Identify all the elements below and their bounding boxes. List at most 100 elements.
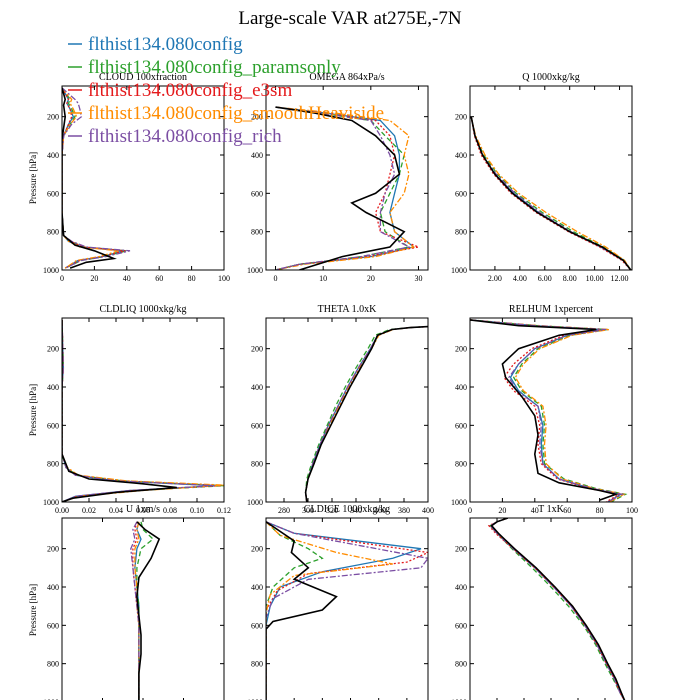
y-tick-label: 200	[47, 545, 59, 554]
series-line-3	[62, 87, 126, 269]
series-line-4	[470, 319, 626, 502]
x-tick-label: 0.12	[217, 506, 231, 515]
series-group	[62, 87, 131, 269]
y-tick-label: 1000	[451, 266, 467, 275]
series-group	[275, 106, 421, 270]
series-group	[62, 319, 224, 502]
x-tick-label: 20	[498, 506, 506, 515]
x-tick-label: 100	[218, 274, 230, 283]
y-tick-label: 1000	[43, 498, 59, 507]
series-line-1	[275, 106, 416, 270]
series-group	[266, 521, 428, 700]
legend-entry-1: flthist134.080config	[68, 34, 243, 55]
y-tick-label: 800	[251, 460, 263, 469]
x-tick-label: 0	[468, 506, 472, 515]
legend-entry-2: flthist134.080config_paramsonly	[68, 57, 341, 78]
series-line-3	[304, 325, 428, 502]
series-line-3	[275, 106, 421, 270]
series-line-5	[266, 521, 428, 700]
x-tick-label: 380	[398, 506, 410, 515]
y-axis-label: Pressure [hPa]	[28, 152, 38, 204]
y-tick-label: 800	[251, 228, 263, 237]
y-tick-label: 400	[251, 583, 263, 592]
series-line-5	[275, 106, 411, 270]
y-tick-label: 600	[47, 421, 59, 430]
series-line-5	[470, 319, 625, 502]
series-line-4	[470, 116, 632, 270]
x-tick-label: 0	[60, 274, 64, 283]
panel-5: THETA 1.0xK 200 400 600 800 1000 280 300 320 340 3…	[247, 304, 434, 515]
panel-7: U 1xm/s2004006008001000-40-2002040Pressu…	[28, 504, 225, 700]
panel-2: OMEGA 864xPa/s 200 400 600 800 1000 0 10 20 30	[247, 72, 429, 283]
plot-frame	[61, 85, 225, 271]
series-group	[487, 518, 626, 700]
plot-frame	[61, 317, 225, 503]
x-tick-label: 0.10	[190, 506, 204, 515]
y-tick-label: 400	[47, 383, 59, 392]
legend-label: flthist134.080config_paramsonly	[88, 57, 341, 78]
series-line-2	[62, 87, 127, 269]
y-axis-label: Pressure [hPa]	[28, 384, 38, 436]
x-tick-label: 20	[367, 274, 375, 283]
y-tick-label: 800	[455, 660, 467, 669]
y-tick-label: 800	[47, 228, 59, 237]
series-line-3	[266, 521, 428, 700]
series-line-3	[470, 319, 621, 502]
x-tick-label: 10.00	[586, 274, 604, 283]
series-line-3	[487, 518, 625, 700]
y-tick-label: 200	[251, 545, 263, 554]
y-tick-label: 400	[455, 583, 467, 592]
x-tick-label: 2.00	[488, 274, 502, 283]
series-line-2	[470, 319, 628, 502]
series-line-5	[62, 319, 215, 502]
y-tick-label: 1000	[247, 698, 263, 700]
plot-frame	[265, 85, 429, 271]
y-tick-label: 600	[455, 189, 467, 198]
series-line-4	[62, 319, 224, 502]
x-tick-label: 60	[155, 274, 163, 283]
series-line-reference	[490, 518, 626, 700]
x-tick-label: 80	[596, 506, 604, 515]
x-tick-label: 40	[123, 274, 131, 283]
legend: flthist134.080configflthist134.080config…	[68, 34, 384, 147]
series-group	[470, 319, 628, 502]
panel-title: T 1xK	[538, 504, 564, 515]
panel-title: CLDICE 1000xkg/kg	[304, 504, 390, 515]
y-tick-label: 400	[455, 383, 467, 392]
series-line-1	[304, 325, 428, 502]
y-tick-label: 800	[47, 660, 59, 669]
series-line-reference	[266, 521, 338, 700]
series-line-5	[62, 87, 131, 269]
series-line-1	[62, 319, 218, 502]
x-tick-label: 100	[626, 506, 638, 515]
legend-label: flthist134.080config	[88, 34, 243, 55]
panel-title: U 1xm/s	[126, 504, 160, 515]
series-line-2	[266, 521, 324, 700]
y-tick-label: 200	[47, 345, 59, 354]
y-tick-label: 600	[455, 621, 467, 630]
x-tick-label: 0.06	[136, 506, 150, 515]
plot-frame	[469, 517, 633, 700]
panel-title: Q 1000xkg/kg	[522, 72, 580, 83]
y-tick-label: 600	[251, 421, 263, 430]
legend-entry-4: flthist134.080config_smoothHeaviside	[68, 103, 384, 124]
x-tick-label: 80	[188, 274, 196, 283]
x-tick-label: 6.00	[538, 274, 552, 283]
legend-entry-5: flthist134.080config_rich	[68, 126, 282, 147]
y-tick-label: 200	[455, 113, 467, 122]
series-line-2	[304, 325, 428, 502]
x-tick-label: 400	[422, 506, 434, 515]
y-tick-label: 800	[455, 460, 467, 469]
y-tick-label: 1000	[247, 266, 263, 275]
x-tick-label: 0.04	[109, 506, 123, 515]
y-tick-label: 200	[251, 345, 263, 354]
panel-8: CLDICE 1000xkg/kg20040060080010000.00000…	[247, 504, 429, 700]
series-line-3	[62, 319, 222, 502]
y-tick-label: 1000	[451, 698, 467, 700]
legend-label: flthist134.080config_smoothHeaviside	[88, 103, 384, 124]
y-tick-label: 600	[47, 189, 59, 198]
